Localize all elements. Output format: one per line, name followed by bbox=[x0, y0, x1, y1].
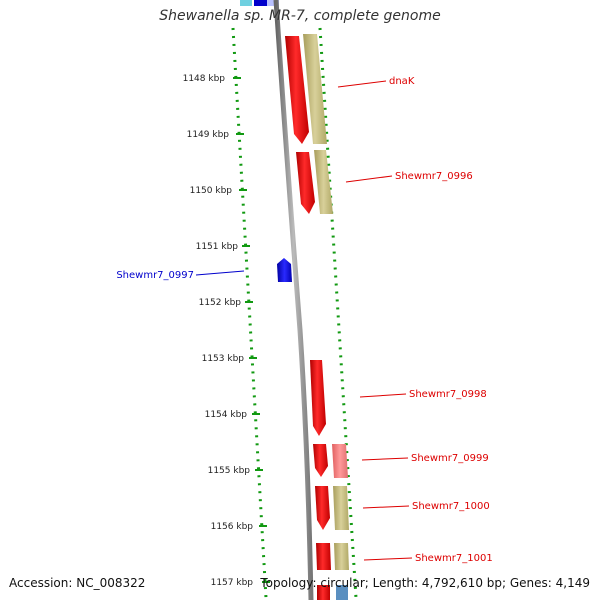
label-leaders bbox=[195, 80, 413, 561]
gene-shewmr7-1000 bbox=[315, 486, 330, 530]
tick-label: 1151 kbp bbox=[196, 242, 239, 252]
tick-label: 1153 kbp bbox=[202, 354, 245, 364]
cog-feature bbox=[332, 444, 348, 478]
gene-shewmr7-0999 bbox=[313, 444, 328, 477]
leader-line bbox=[361, 457, 409, 461]
gene-label: Shewmr7_0996 bbox=[395, 171, 473, 182]
gene-shewmr7-0996 bbox=[296, 152, 315, 214]
tick-label: 1154 kbp bbox=[205, 410, 248, 420]
gene-label: dnaK bbox=[389, 76, 415, 87]
cog-feature bbox=[336, 585, 348, 600]
leader-line bbox=[362, 505, 410, 509]
tick-dotted-line bbox=[231, 27, 268, 599]
top-feature-cyan bbox=[240, 0, 252, 6]
kbp-ticks: 1148 kbp 1149 kbp 1150 kbp 1151 kbp 1152… bbox=[183, 74, 270, 588]
gene-shewmr7-0997 bbox=[277, 258, 292, 282]
gene-labels: dnaK Shewmr7_0996 Shewmr7_0997 Shewmr7_0… bbox=[116, 76, 492, 564]
cog-feature bbox=[303, 34, 327, 144]
gene-label: Shewmr7_0998 bbox=[409, 389, 487, 400]
genome-summary: Topology: circular; Length: 4,792,610 bp… bbox=[260, 576, 590, 590]
gene-dnak bbox=[285, 36, 309, 144]
tick-label: 1156 kbp bbox=[211, 522, 254, 532]
gene-label: Shewmr7_1000 bbox=[412, 501, 490, 512]
tick-label: 1148 kbp bbox=[183, 74, 226, 84]
accession-label: Accession: NC_008322 bbox=[9, 576, 146, 590]
leader-line bbox=[359, 393, 407, 398]
cog-track bbox=[303, 34, 349, 600]
top-feature-lavender bbox=[267, 0, 279, 6]
cog-feature bbox=[334, 543, 349, 570]
leader-line bbox=[337, 80, 387, 88]
gene-partial bbox=[317, 585, 330, 600]
gene-shewmr7-0998 bbox=[310, 360, 326, 436]
map-title: Shewanella sp. MR-7, complete genome bbox=[159, 8, 441, 24]
cog-feature bbox=[333, 486, 349, 530]
gene-shewmr7-1001 bbox=[316, 543, 331, 570]
tick-label: 1157 kbp bbox=[211, 578, 254, 588]
gene-label: Shewmr7_0999 bbox=[411, 453, 489, 464]
cog-feature bbox=[314, 150, 333, 214]
leader-line bbox=[363, 557, 413, 561]
tick-label: 1149 kbp bbox=[187, 130, 230, 140]
leader-line bbox=[195, 270, 245, 276]
leader-line bbox=[345, 175, 393, 183]
top-feature-blue bbox=[254, 0, 267, 6]
gene-label: Shewmr7_0997 bbox=[116, 270, 194, 281]
gene-label: Shewmr7_1001 bbox=[415, 553, 493, 564]
tick-label: 1152 kbp bbox=[199, 298, 242, 308]
genome-backbone bbox=[273, 0, 314, 600]
tick-label: 1155 kbp bbox=[208, 466, 251, 476]
tick-label: 1150 kbp bbox=[190, 186, 233, 196]
plus-strand-genes bbox=[285, 36, 331, 600]
